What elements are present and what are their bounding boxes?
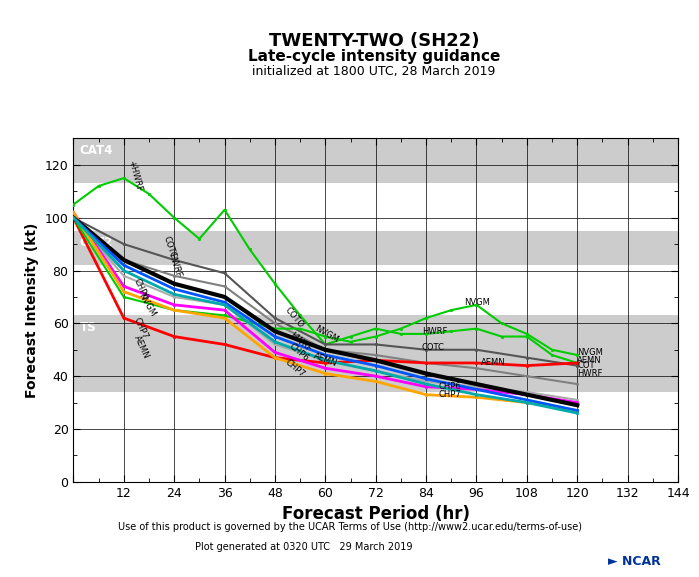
Text: initialized at 1800 UTC, 28 March 2019: initialized at 1800 UTC, 28 March 2019	[252, 65, 496, 78]
Text: Use of this product is governed by the UCAR Terms of Use (http://www2.ucar.edu/t: Use of this product is governed by the U…	[117, 522, 582, 532]
Text: TWENTY-TWO (SH22): TWENTY-TWO (SH22)	[268, 32, 480, 50]
Text: COT: COT	[577, 361, 595, 370]
Text: CHP7: CHP7	[132, 316, 150, 341]
Text: CAT2: CAT2	[80, 236, 113, 249]
Bar	[73, 265, 678, 316]
Text: NVGM: NVGM	[136, 291, 157, 319]
Text: Plot generated at 0320 UTC   29 March 2019: Plot generated at 0320 UTC 29 March 2019	[195, 542, 413, 552]
Text: AEMN: AEMN	[132, 334, 151, 360]
Text: AEMN: AEMN	[481, 358, 505, 368]
Text: AEMN: AEMN	[312, 352, 339, 369]
Text: +HWRF: +HWRF	[126, 159, 143, 192]
Text: HWRF: HWRF	[577, 369, 603, 378]
Text: COTC: COTC	[422, 343, 445, 351]
Text: NVGM: NVGM	[577, 348, 603, 357]
Text: TS: TS	[80, 321, 96, 334]
Text: CAT4: CAT4	[80, 144, 113, 157]
Text: HWRF: HWRF	[166, 252, 182, 279]
Text: HWRF: HWRF	[287, 330, 312, 354]
Text: CHP7: CHP7	[439, 390, 461, 399]
Text: CHP6: CHP6	[439, 382, 461, 391]
Text: ► NCAR: ► NCAR	[608, 555, 661, 568]
Text: NVGM: NVGM	[312, 324, 340, 344]
Bar	[73, 138, 678, 482]
Text: COTC: COTC	[161, 234, 178, 259]
Text: CHP6: CHP6	[287, 342, 311, 363]
Bar	[73, 392, 678, 482]
Text: NVGM: NVGM	[464, 298, 490, 307]
Text: Late-cycle intensity guidance: Late-cycle intensity guidance	[247, 49, 500, 64]
Y-axis label: Forecast Intensity (kt): Forecast Intensity (kt)	[25, 223, 39, 398]
X-axis label: Forecast Period (hr): Forecast Period (hr)	[282, 505, 470, 523]
Bar	[73, 183, 678, 231]
Text: HWRF: HWRF	[422, 327, 447, 336]
Text: CHP7: CHP7	[283, 358, 307, 379]
Text: CHP6: CHP6	[132, 277, 150, 301]
Text: COTO: COTO	[283, 306, 305, 330]
Text: AEMN: AEMN	[577, 356, 602, 365]
